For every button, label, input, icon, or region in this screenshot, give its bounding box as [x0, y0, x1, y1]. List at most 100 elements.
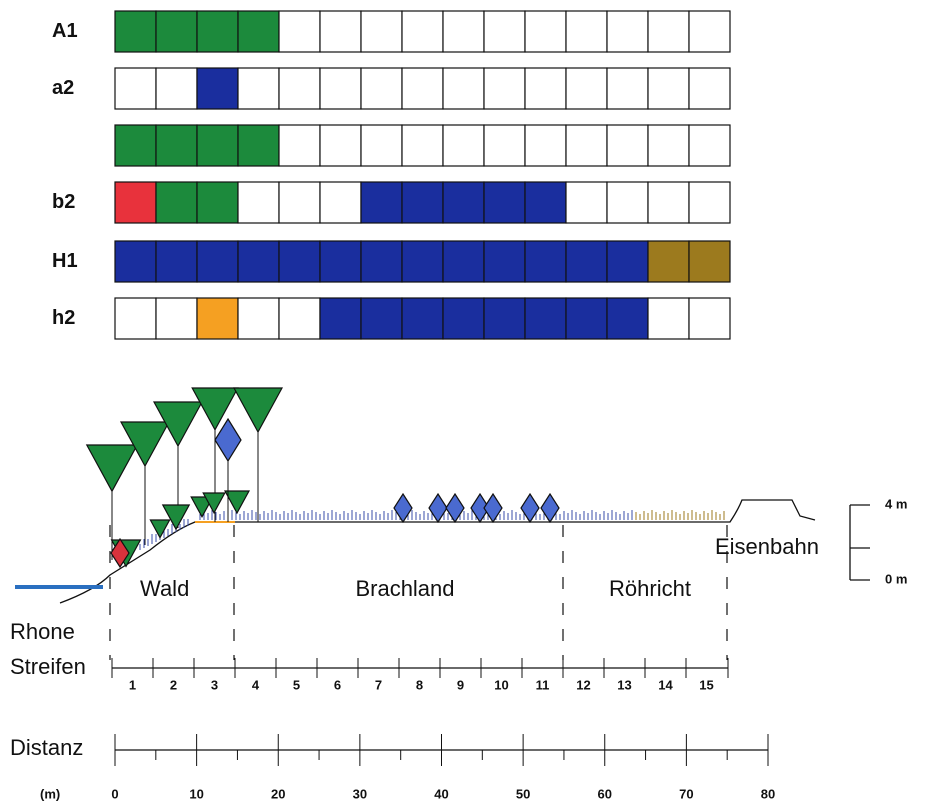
cell [361, 125, 402, 166]
row-label: b2 [52, 191, 75, 213]
strip-number: 4 [252, 677, 260, 692]
cell [238, 241, 279, 282]
scale-label: 4 m [885, 496, 907, 511]
cell [238, 11, 279, 52]
cell [607, 125, 648, 166]
cell [607, 298, 648, 339]
distance-tick-label: 80 [761, 786, 775, 801]
cell [648, 11, 689, 52]
cell [689, 241, 730, 282]
cell [279, 241, 320, 282]
cell [402, 11, 443, 52]
cell [443, 298, 484, 339]
cell [525, 298, 566, 339]
cell [648, 125, 689, 166]
cell [525, 182, 566, 223]
zone-label: Wald [140, 576, 189, 601]
cell [525, 241, 566, 282]
cell [402, 125, 443, 166]
cell [197, 68, 238, 109]
cell [443, 11, 484, 52]
strip-number: 5 [293, 677, 300, 692]
cell [484, 182, 525, 223]
cell [156, 298, 197, 339]
cell [320, 68, 361, 109]
cell [156, 125, 197, 166]
distance-tick-label: 40 [434, 786, 448, 801]
page: {"grid": {"rows": [ {"label": "A1", "cel… [0, 0, 925, 803]
cell [197, 182, 238, 223]
cell [115, 125, 156, 166]
cell [525, 68, 566, 109]
row-label: a2 [52, 77, 74, 99]
cell [238, 125, 279, 166]
cell [238, 298, 279, 339]
cell [279, 125, 320, 166]
cell [607, 182, 648, 223]
cell [484, 241, 525, 282]
cell [566, 182, 607, 223]
cell [484, 125, 525, 166]
cell [115, 68, 156, 109]
cell [443, 68, 484, 109]
row-label: A1 [52, 20, 78, 42]
tree [234, 388, 282, 432]
cell [320, 182, 361, 223]
cell [689, 298, 730, 339]
cell [115, 298, 156, 339]
cell [156, 182, 197, 223]
cell [197, 241, 238, 282]
cell [402, 298, 443, 339]
distance-label: Distanz [10, 735, 83, 760]
shrub [394, 494, 412, 522]
cell [279, 182, 320, 223]
cell [648, 68, 689, 109]
cell [689, 68, 730, 109]
cell [484, 11, 525, 52]
cell [566, 68, 607, 109]
shrub [446, 494, 464, 522]
cell [443, 182, 484, 223]
strip-number: 7 [375, 677, 382, 692]
tree [225, 491, 249, 513]
cell [402, 182, 443, 223]
cell [484, 298, 525, 339]
zone-label: Brachland [355, 576, 454, 601]
strip-number: 15 [699, 677, 713, 692]
cell [443, 241, 484, 282]
strip-number: 14 [658, 677, 673, 692]
cell [115, 182, 156, 223]
cell [525, 11, 566, 52]
cell [648, 241, 689, 282]
distance-tick-label: 20 [271, 786, 285, 801]
scale-label: 0 m [885, 571, 907, 586]
cell [115, 241, 156, 282]
cell [156, 68, 197, 109]
strip-number: 6 [334, 677, 341, 692]
railway-label: Eisenbahn [715, 534, 819, 559]
cell [156, 11, 197, 52]
cell [361, 68, 402, 109]
cell [566, 125, 607, 166]
strip-number: 3 [211, 677, 218, 692]
cell [361, 298, 402, 339]
strip-number: 1 [129, 677, 136, 692]
distance-tick-label: 60 [598, 786, 612, 801]
cell [484, 68, 525, 109]
cell [566, 11, 607, 52]
cell [443, 125, 484, 166]
cell [238, 182, 279, 223]
cell [320, 11, 361, 52]
distance-tick-label: 70 [679, 786, 693, 801]
river-label: Rhone [10, 619, 75, 644]
cell [566, 241, 607, 282]
cell [197, 298, 238, 339]
distance-tick-label: 50 [516, 786, 530, 801]
cell [115, 11, 156, 52]
strip-number: 8 [416, 677, 423, 692]
cell [607, 241, 648, 282]
distance-tick-label: 10 [189, 786, 203, 801]
cell [279, 11, 320, 52]
tree [87, 445, 137, 491]
cell [648, 182, 689, 223]
